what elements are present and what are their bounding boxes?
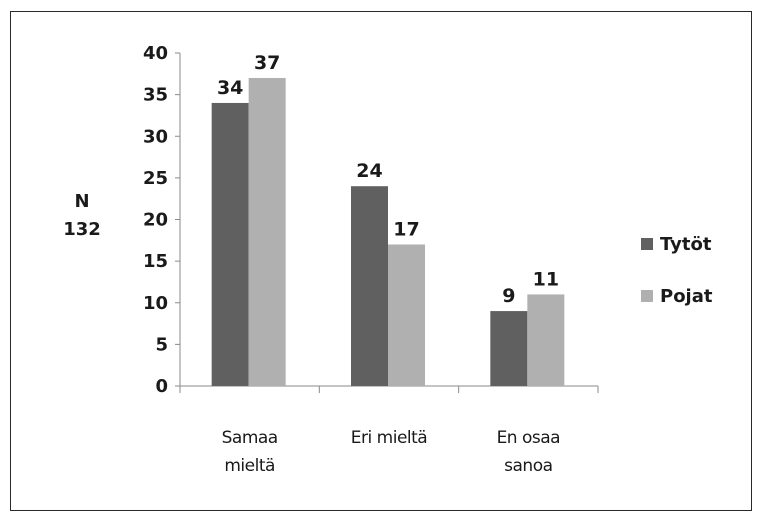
data-label: 34: [217, 77, 243, 99]
category-label: sanoa: [504, 456, 552, 476]
y-tick-label: 5: [155, 334, 168, 355]
y-tick-label: 20: [143, 210, 168, 231]
bar: [211, 102, 249, 386]
legend-label: Pojat: [660, 286, 713, 307]
data-label: 24: [356, 160, 382, 182]
bar: [248, 77, 286, 386]
y-tick-label: 0: [155, 376, 168, 397]
data-labels: 34 37 24 17 9 11: [217, 52, 559, 307]
y-axis-label-line: N: [74, 191, 89, 212]
legend: Tytöt Pojat: [641, 234, 713, 307]
category-labels: Samaa mieltä Eri mieltä En osaa sanoa: [222, 428, 561, 476]
data-label: 37: [254, 52, 280, 74]
bar: [351, 186, 388, 386]
legend-swatch: [641, 238, 653, 250]
legend-label: Tytöt: [660, 234, 712, 255]
y-tick-label: 40: [143, 43, 168, 64]
y-axis-label: N 132: [63, 191, 101, 240]
bars: [211, 77, 565, 386]
legend-swatch: [641, 290, 653, 302]
y-tick-label: 30: [143, 126, 168, 147]
bar: [527, 294, 565, 386]
y-tick-label: 15: [143, 251, 168, 272]
category-label: mieltä: [224, 456, 275, 476]
data-label: 11: [533, 268, 559, 290]
y-tick-label: 35: [143, 85, 168, 106]
category-label: Eri mieltä: [351, 428, 427, 448]
bar: [490, 311, 528, 386]
y-tick-label: 25: [143, 168, 168, 189]
bar: [388, 244, 425, 386]
data-label: 17: [393, 218, 419, 240]
y-tick-labels: 0 5 10 15 20 25 30 35 40: [143, 43, 168, 397]
data-label: 9: [502, 285, 515, 307]
category-label: En osaa: [497, 428, 561, 448]
y-tick-label: 10: [143, 293, 168, 314]
y-axis-label-line: 132: [63, 219, 101, 240]
category-label: Samaa: [222, 428, 278, 448]
